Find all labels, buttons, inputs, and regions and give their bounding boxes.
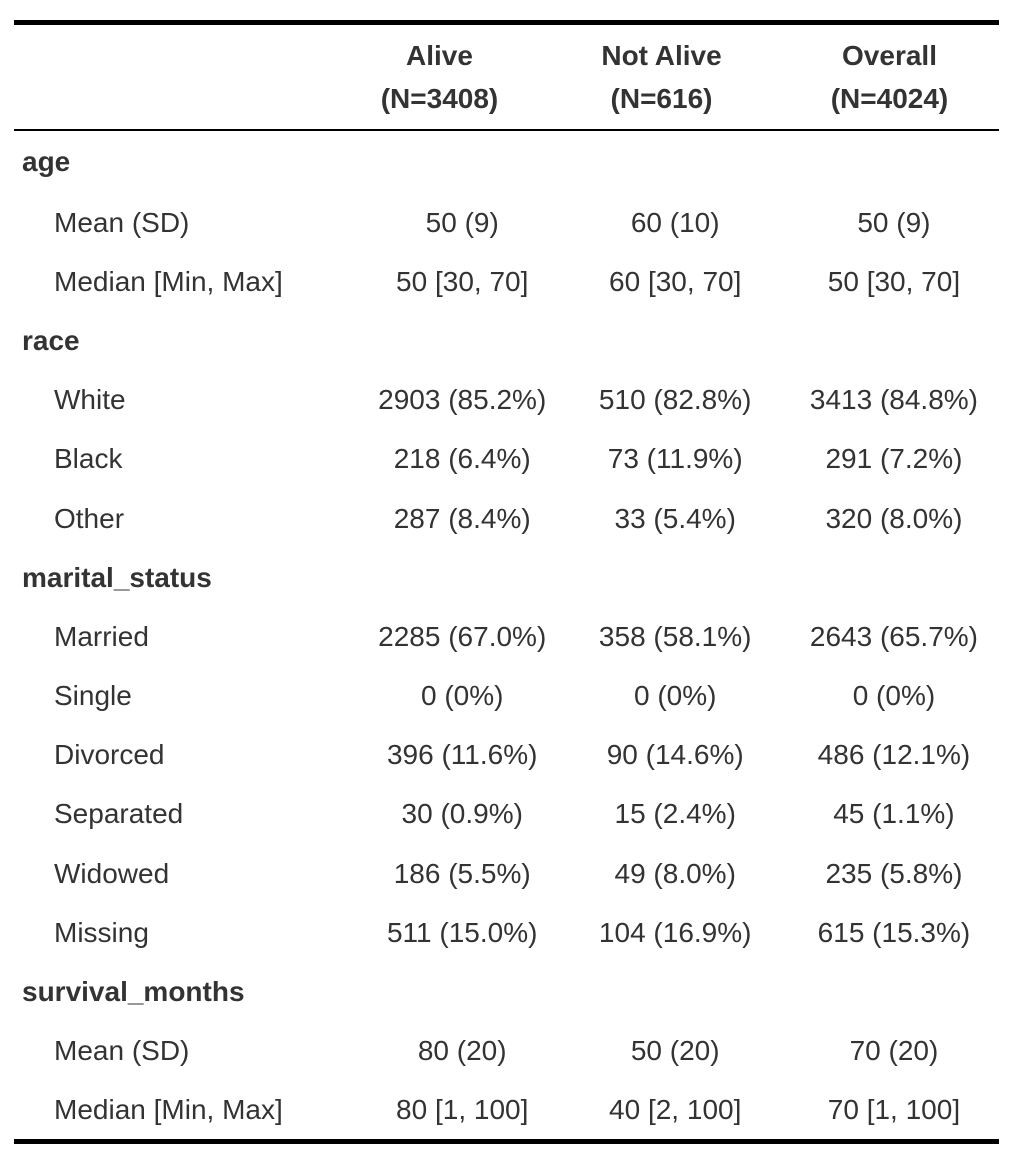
table-row: Separated 30 (0.9%) 15 (2.4%) 45 (1.1%): [14, 785, 999, 844]
cell-not-alive: 0 (0%): [633, 680, 717, 712]
table-row: Widowed 186 (5.5%) 49 (8.0%) 235 (5.8%): [14, 844, 999, 903]
cell-alive: 396 (11.6%): [386, 739, 538, 771]
table-row-race: race: [14, 311, 999, 370]
cell-overall: 486 (12.1%): [817, 739, 971, 771]
row-label: Median [Min, Max]: [54, 265, 283, 297]
row-label: Mean (SD): [54, 1035, 190, 1067]
header-overall-n: (N=4024): [830, 83, 949, 114]
cell-overall: 291 (7.2%): [825, 443, 963, 475]
cell-not-alive: 90 (14.6%): [606, 739, 744, 771]
cell-overall: 3413 (84.8%): [809, 384, 978, 416]
summary-table: Alive (N=3408) Not Alive (N=616) Overall…: [14, 20, 999, 1144]
row-label: Mean (SD): [54, 206, 190, 238]
row-label: Single: [54, 680, 132, 712]
cell-not-alive: 60 [30, 70]: [609, 265, 742, 297]
variable-label: survival_months: [22, 976, 245, 1008]
cell-alive: 218 (6.4%): [393, 443, 531, 475]
row-label: Median [Min, Max]: [54, 1093, 283, 1125]
cell-not-alive: 33 (5.4%): [614, 502, 736, 534]
cell-not-alive: 15 (2.4%): [614, 798, 736, 830]
table-header-row: Alive (N=3408) Not Alive (N=616) Overall…: [14, 25, 999, 129]
table-row: Mean (SD) 50 (9) 60 (10) 50 (9): [14, 193, 999, 252]
row-label: Missing: [54, 916, 149, 948]
header-overall-name: Overall: [842, 40, 937, 71]
cell-overall: 0 (0%): [852, 680, 936, 712]
cell-not-alive: 50 (20): [630, 1035, 720, 1067]
cell-not-alive: 358 (58.1%): [598, 620, 752, 652]
table-row-age: age: [14, 131, 999, 193]
table-bottom-rule: [14, 1138, 999, 1144]
cell-alive: 30 (0.9%): [401, 798, 523, 830]
table-row: White 2903 (85.2%) 510 (82.8%) 3413 (84.…: [14, 371, 999, 430]
row-label: Other: [54, 502, 125, 534]
cell-not-alive: 40 [2, 100]: [609, 1093, 742, 1125]
cell-overall: 50 (9): [857, 206, 931, 238]
table-row: Median [Min, Max] 50 [30, 70] 60 [30, 70…: [14, 252, 999, 311]
table-header-rule: [14, 129, 999, 131]
cell-alive: 186 (5.5%): [393, 857, 531, 889]
table-body: age Mean (SD) 50 (9) 60 (10) 50 (9) Medi…: [14, 131, 999, 1139]
cell-alive: 80 [1, 100]: [396, 1093, 529, 1125]
variable-label: race: [22, 324, 80, 356]
cell-overall: 320 (8.0%): [825, 502, 963, 534]
table-row: Black 218 (6.4%) 73 (11.9%) 291 (7.2%): [14, 430, 999, 489]
cell-overall: 70 (20): [849, 1035, 939, 1067]
table-row: Divorced 396 (11.6%) 90 (14.6%) 486 (12.…: [14, 726, 999, 785]
variable-label: marital_status: [22, 561, 212, 593]
cell-overall: 45 (1.1%): [833, 798, 955, 830]
table-row: Mean (SD) 80 (20) 50 (20) 70 (20): [14, 1022, 999, 1081]
cell-alive: 511 (15.0%): [386, 916, 538, 948]
cell-overall: 2643 (65.7%): [809, 620, 978, 652]
table-row: Missing 511 (15.0%) 104 (16.9%) 615 (15.…: [14, 903, 999, 962]
row-label: Separated: [54, 798, 184, 830]
cell-not-alive: 49 (8.0%): [614, 857, 736, 889]
cell-alive: 2903 (85.2%): [378, 384, 547, 416]
table-row-survival-months: survival_months: [14, 962, 999, 1021]
cell-overall: 50 [30, 70]: [827, 265, 961, 297]
cell-alive: 80 (20): [417, 1035, 507, 1067]
cell-alive: 2285 (67.0%): [378, 620, 547, 652]
table-row: Median [Min, Max] 80 [1, 100] 40 [2, 100…: [14, 1081, 999, 1139]
header-not-alive-name: Not Alive: [601, 40, 722, 71]
row-label: Widowed: [54, 857, 170, 889]
header-not-alive-n: (N=616): [610, 83, 713, 114]
cell-alive: 50 [30, 70]: [396, 265, 529, 297]
cell-not-alive: 104 (16.9%): [598, 916, 752, 948]
variable-label: age: [22, 146, 71, 177]
row-label: Married: [54, 620, 149, 652]
table-row: Single 0 (0%) 0 (0%) 0 (0%): [14, 667, 999, 726]
cell-overall: 70 [1, 100]: [827, 1093, 961, 1125]
cell-not-alive: 73 (11.9%): [607, 443, 743, 475]
cell-overall: 235 (5.8%): [825, 857, 963, 889]
cell-alive: 287 (8.4%): [393, 502, 531, 534]
header-overall: Overall (N=4024): [780, 34, 999, 120]
row-label: Divorced: [54, 739, 165, 771]
header-alive-n: (N=3408): [380, 83, 499, 114]
row-label: Black: [54, 443, 123, 475]
table-row: Married 2285 (67.0%) 358 (58.1%) 2643 (6…: [14, 607, 999, 666]
header-not-alive: Not Alive (N=616): [543, 34, 780, 120]
header-alive: Alive (N=3408): [336, 34, 543, 120]
table-row: Other 287 (8.4%) 33 (5.4%) 320 (8.0%): [14, 489, 999, 548]
table-top-rule: [14, 20, 999, 25]
cell-alive: 50 (9): [425, 206, 499, 238]
row-label: White: [54, 384, 126, 416]
header-alive-name: Alive: [406, 40, 473, 71]
cell-alive: 0 (0%): [420, 680, 504, 712]
cell-overall: 615 (15.3%): [817, 916, 971, 948]
cell-not-alive: 60 (10): [630, 206, 720, 238]
table-row-marital-status: marital_status: [14, 548, 999, 607]
cell-not-alive: 510 (82.8%): [598, 384, 752, 416]
